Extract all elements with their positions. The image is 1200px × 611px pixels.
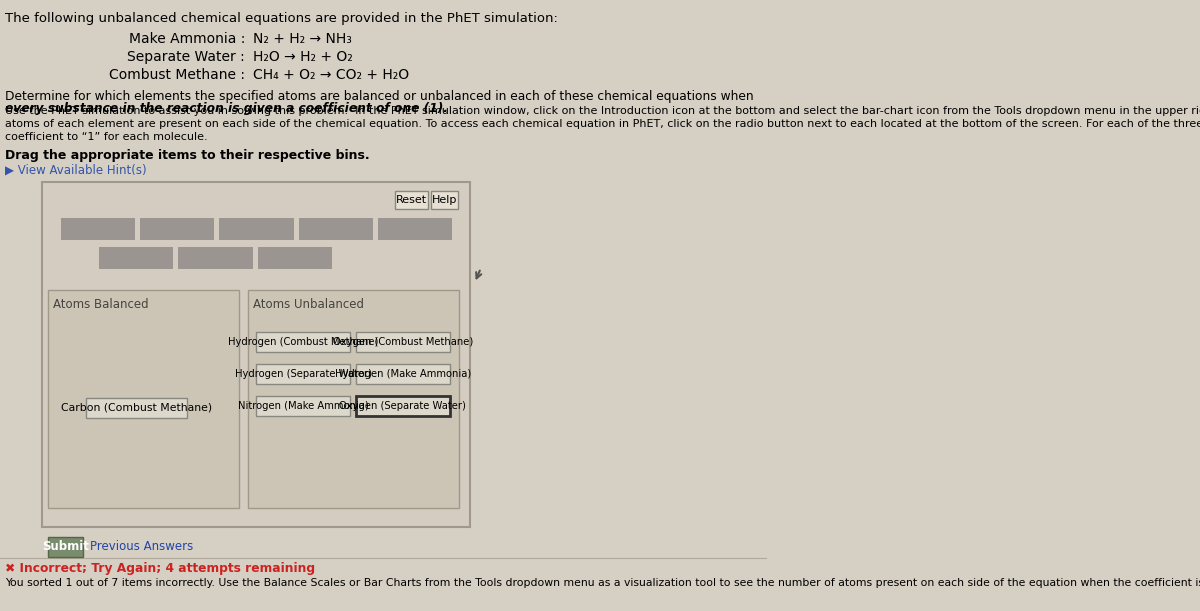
- Bar: [61, 218, 134, 240]
- Text: N₂ + H₂ → NH₃: N₂ + H₂ → NH₃: [253, 32, 352, 46]
- Bar: [355, 332, 450, 352]
- Text: ▶ View Available Hint(s): ▶ View Available Hint(s): [5, 164, 146, 177]
- Text: atoms of each element are present on each side of the chemical equation. To acce: atoms of each element are present on eac…: [5, 119, 1200, 129]
- Text: coefficient to “1” for each molecule.: coefficient to “1” for each molecule.: [5, 132, 208, 142]
- Text: Nitrogen (Make Ammonia): Nitrogen (Make Ammonia): [238, 401, 368, 411]
- Text: Submit: Submit: [42, 541, 89, 554]
- Bar: [355, 396, 450, 416]
- Bar: [42, 182, 470, 527]
- Text: Hydrogen (Make Ammonia): Hydrogen (Make Ammonia): [335, 369, 472, 379]
- Bar: [140, 218, 215, 240]
- Text: Help: Help: [432, 195, 457, 205]
- Bar: [48, 290, 239, 508]
- Bar: [86, 398, 187, 418]
- Text: H₂O → H₂ + O₂: H₂O → H₂ + O₂: [253, 50, 353, 64]
- Bar: [248, 290, 460, 508]
- Text: Atoms Unbalanced: Atoms Unbalanced: [253, 298, 365, 311]
- Text: Oxygen (Combust Methane): Oxygen (Combust Methane): [332, 337, 473, 347]
- Bar: [256, 396, 350, 416]
- Bar: [355, 364, 450, 384]
- Text: every substance in the reaction is given a coefficient of one (1).: every substance in the reaction is given…: [5, 102, 448, 115]
- Text: You sorted 1 out of 7 items incorrectly. Use the Balance Scales or Bar Charts fr: You sorted 1 out of 7 items incorrectly.…: [5, 578, 1200, 588]
- Bar: [256, 364, 350, 384]
- Text: Reset: Reset: [396, 195, 427, 205]
- Text: Drag the appropriate items to their respective bins.: Drag the appropriate items to their resp…: [5, 149, 370, 162]
- Text: ✖ Incorrect; Try Again; 4 attempts remaining: ✖ Incorrect; Try Again; 4 attempts remai…: [5, 562, 316, 575]
- Bar: [378, 218, 452, 240]
- Bar: [220, 218, 294, 240]
- Text: Determine for which elements the specified atoms are balanced or unbalanced in e: Determine for which elements the specifi…: [5, 90, 757, 103]
- Bar: [179, 247, 253, 269]
- Text: The following unbalanced chemical equations are provided in the PhET simulation:: The following unbalanced chemical equati…: [5, 12, 558, 25]
- Text: Oxygen (Separate Water): Oxygen (Separate Water): [340, 401, 467, 411]
- Bar: [395, 191, 428, 209]
- Text: Carbon (Combust Methane): Carbon (Combust Methane): [61, 403, 212, 413]
- Text: Make Ammonia :: Make Ammonia :: [128, 32, 250, 46]
- Text: Hydrogen (Separate Water): Hydrogen (Separate Water): [235, 369, 372, 379]
- Text: Use the PhET simulation to assist you in solving this problem.  In the PhET simu: Use the PhET simulation to assist you in…: [5, 106, 1200, 116]
- Text: Atoms Balanced: Atoms Balanced: [53, 298, 149, 311]
- Text: Separate Water :: Separate Water :: [127, 50, 250, 64]
- Text: Combust Methane :: Combust Methane :: [109, 68, 250, 82]
- Bar: [100, 247, 173, 269]
- Bar: [48, 537, 83, 557]
- Bar: [299, 218, 373, 240]
- Bar: [256, 332, 350, 352]
- Bar: [258, 247, 332, 269]
- Text: Previous Answers: Previous Answers: [90, 541, 193, 554]
- Bar: [431, 191, 458, 209]
- Text: CH₄ + O₂ → CO₂ + H₂O: CH₄ + O₂ → CO₂ + H₂O: [253, 68, 409, 82]
- Text: Hydrogen (Combust Methane): Hydrogen (Combust Methane): [228, 337, 378, 347]
